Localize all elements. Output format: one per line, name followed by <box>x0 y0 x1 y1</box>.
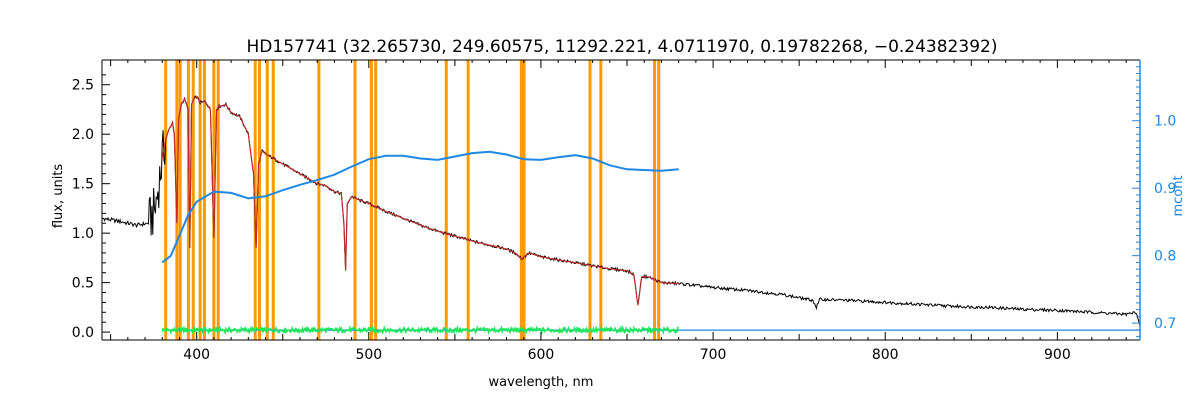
chart-title: HD157741 (32.265730, 249.60575, 11292.22… <box>247 37 998 57</box>
y2-tick-label-0.9: 0.9 <box>1154 181 1176 197</box>
y-tick-label-0.5: 0.5 <box>72 276 94 292</box>
plot-area: 400 500 600 700 800 900 0.0 0.5 1.0 1.5 2.0 2.5 0.7 0… <box>72 59 1176 363</box>
y2-tick-label-0.7: 0.7 <box>1154 316 1176 332</box>
y-tick-label-1.5: 1.5 <box>72 177 94 193</box>
x-tick-label-600: 600 <box>528 347 555 363</box>
y2-tick-label-1: 1.0 <box>1154 114 1176 130</box>
series-residual <box>161 324 680 336</box>
x-tick-label-800: 800 <box>872 347 899 363</box>
series-mcont <box>161 150 679 264</box>
y-tick-label-0: 0.0 <box>72 325 94 341</box>
y2-tick-label-0.8: 0.8 <box>1154 249 1176 265</box>
y-axis-right-label: mcont <box>1171 175 1186 216</box>
x-axis-label: wavelength, nm <box>489 375 594 390</box>
y-axis-label: flux, units <box>51 164 66 229</box>
y-tick-label-2: 2.0 <box>72 127 94 143</box>
x-tick-label-500: 500 <box>355 347 382 363</box>
series-model <box>161 95 679 306</box>
x-tick-label-400: 400 <box>183 347 210 363</box>
y-tick-label-1: 1.0 <box>72 226 94 242</box>
x-tick-label-700: 700 <box>700 347 727 363</box>
y-tick-label-2.5: 2.5 <box>72 78 94 94</box>
x-tick-label-900: 900 <box>1044 347 1071 363</box>
